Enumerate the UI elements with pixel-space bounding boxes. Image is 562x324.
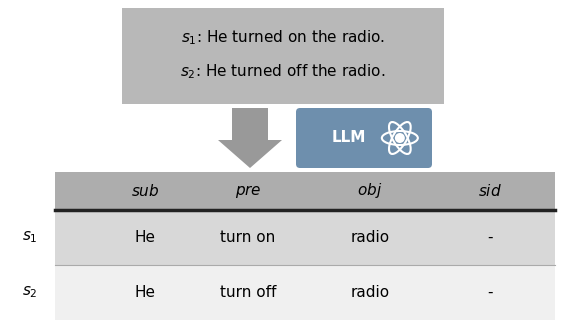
Text: $\it{pre}$: $\it{pre}$ [235,182,261,200]
Bar [55,210,555,265]
Text: turn on: turn on [220,230,275,245]
Text: $\it{obj}$: $\it{obj}$ [357,181,383,201]
Text: radio: radio [351,285,389,300]
Text: He: He [134,285,156,300]
Bar [55,172,555,210]
Text: $s_2$: $s_2$ [22,285,38,300]
Text: $s_1$: He turned on the radio.: $s_1$: He turned on the radio. [181,29,385,47]
Text: $s_2$: He turned off the radio.: $s_2$: He turned off the radio. [180,63,386,81]
Text: -: - [487,230,493,245]
Text: radio: radio [351,230,389,245]
Text: turn off: turn off [220,285,276,300]
Circle shape [395,133,405,143]
FancyBboxPatch shape [122,8,444,104]
Polygon shape [218,108,282,168]
Text: LLM: LLM [332,131,366,145]
Text: -: - [487,285,493,300]
FancyBboxPatch shape [296,108,432,168]
Text: $\it{sub}$: $\it{sub}$ [131,183,159,199]
Bar [55,265,555,320]
Text: He: He [134,230,156,245]
Text: $\it{sid}$: $\it{sid}$ [478,183,502,199]
Text: $s_1$: $s_1$ [22,230,38,245]
